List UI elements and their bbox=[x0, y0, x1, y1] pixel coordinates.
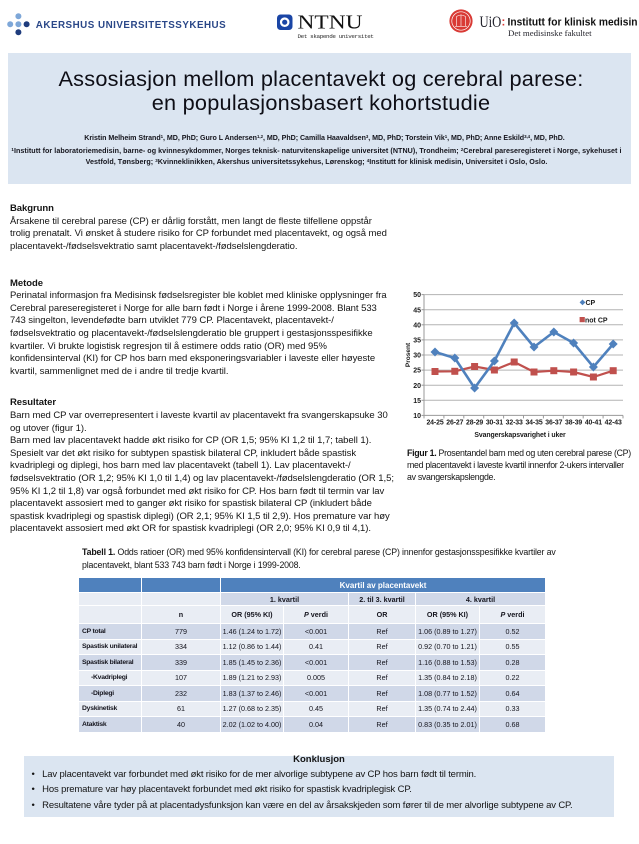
svg-text:Det medisinske fakultet: Det medisinske fakultet bbox=[508, 28, 592, 38]
svg-text:Prosent: Prosent bbox=[405, 342, 412, 367]
svg-text:10: 10 bbox=[413, 413, 421, 420]
svg-text:42-43: 42-43 bbox=[605, 420, 622, 427]
svg-text::: : bbox=[502, 17, 506, 29]
svg-text:AKERSHUS UNIVERSITETSSYKEHUS: AKERSHUS UNIVERSITETSSYKEHUS bbox=[36, 20, 226, 31]
svg-text:Institutt for klinisk medisin: Institutt for klinisk medisin bbox=[508, 17, 638, 28]
svg-text:28-29: 28-29 bbox=[466, 420, 483, 427]
svg-text:36-37: 36-37 bbox=[545, 420, 562, 427]
svg-text:Det skapende universitet: Det skapende universitet bbox=[298, 33, 374, 40]
svg-text:38-39: 38-39 bbox=[565, 420, 582, 427]
svg-text:40-41: 40-41 bbox=[585, 420, 602, 427]
svg-text:45: 45 bbox=[413, 307, 421, 314]
svg-text:35: 35 bbox=[413, 338, 421, 345]
svg-text:32-33: 32-33 bbox=[506, 420, 523, 427]
svg-text:26-27: 26-27 bbox=[446, 420, 463, 427]
svg-text:34-35: 34-35 bbox=[525, 420, 542, 427]
svg-text:30-31: 30-31 bbox=[486, 420, 503, 427]
svg-text:NTNU: NTNU bbox=[298, 12, 363, 33]
svg-text:50: 50 bbox=[413, 292, 421, 299]
svg-text:40: 40 bbox=[413, 322, 421, 329]
svg-text:20: 20 bbox=[413, 383, 421, 390]
svg-text:not CP: not CP bbox=[585, 318, 608, 325]
svg-text:30: 30 bbox=[413, 353, 421, 360]
svg-text:25: 25 bbox=[413, 368, 421, 375]
svg-text:CP: CP bbox=[586, 300, 596, 307]
svg-text:UiO: UiO bbox=[480, 14, 502, 31]
svg-text:15: 15 bbox=[413, 398, 421, 405]
svg-text:24-25: 24-25 bbox=[426, 420, 443, 427]
svg-text:Svangerskapsvarighet i uker: Svangerskapsvarighet i uker bbox=[474, 432, 566, 439]
